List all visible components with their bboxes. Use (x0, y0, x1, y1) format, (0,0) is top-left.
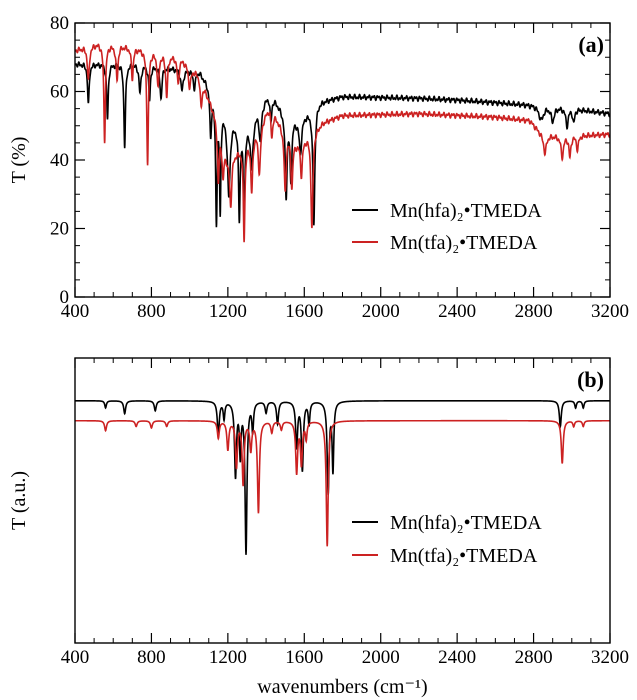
panel-b: 400 800 1200 1600 2000 2400 2800 3200 T (a.u.) wa… (8, 357, 629, 698)
x-tick-label: 3200 (591, 301, 629, 322)
x-tick-label: 2400 (438, 301, 476, 322)
series-line-tfa (75, 43, 610, 243)
legend-label: Mn(tfa)₂•TMEDA (390, 545, 538, 567)
series-line-tfa (75, 419, 610, 547)
x-tick-label: 400 (61, 647, 90, 668)
series-line-hfa (75, 60, 610, 228)
y-axis-title: T (%) (8, 137, 30, 184)
x-tick-label: 1200 (209, 301, 247, 322)
x-tick-label: 2000 (362, 301, 400, 322)
x-axis-title: wavenumbers (cm⁻¹) (257, 676, 427, 698)
legend-label: Mn(hfa)₂•TMEDA (390, 200, 542, 222)
legend: Mn(hfa)₂•TMEDA Mn(tfa)₂•TMEDA (352, 512, 542, 567)
y-tick-label: 0 (60, 287, 70, 308)
plot-frame (74, 22, 611, 298)
x-tick-label: 1200 (209, 647, 247, 668)
y-tick-label: 60 (50, 82, 69, 103)
x-tick-label: 800 (137, 647, 166, 668)
panel-label: (a) (578, 32, 604, 57)
legend: Mn(hfa)₂•TMEDA Mn(tfa)₂•TMEDA (352, 200, 542, 254)
x-tick-label: 2400 (438, 647, 476, 668)
y-axis-title: T (a.u.) (8, 471, 30, 530)
x-tick-label: 2800 (515, 647, 553, 668)
series-line-hfa (75, 399, 610, 555)
x-tick-label: 3200 (591, 647, 629, 668)
y-tick-label: 20 (50, 219, 69, 240)
x-tick-label: 1600 (285, 301, 323, 322)
series-group (75, 43, 610, 243)
x-tick-label: 2800 (515, 301, 553, 322)
series-group (75, 399, 610, 555)
panel-a: 400 800 1200 1600 2000 2400 2800 3200 0 20 40 60 80 T… (8, 13, 629, 322)
x-tick-label: 1600 (285, 647, 323, 668)
x-tick-label: 2000 (362, 647, 400, 668)
x-tick-label: 400 (61, 301, 90, 322)
y-tick-label: 40 (50, 150, 69, 171)
x-tick-label: 800 (137, 301, 166, 322)
legend-label: Mn(tfa)₂•TMEDA (390, 232, 538, 254)
y-tick-label: 80 (50, 13, 69, 34)
legend-label: Mn(hfa)₂•TMEDA (390, 512, 542, 534)
panel-label: (b) (577, 367, 604, 392)
